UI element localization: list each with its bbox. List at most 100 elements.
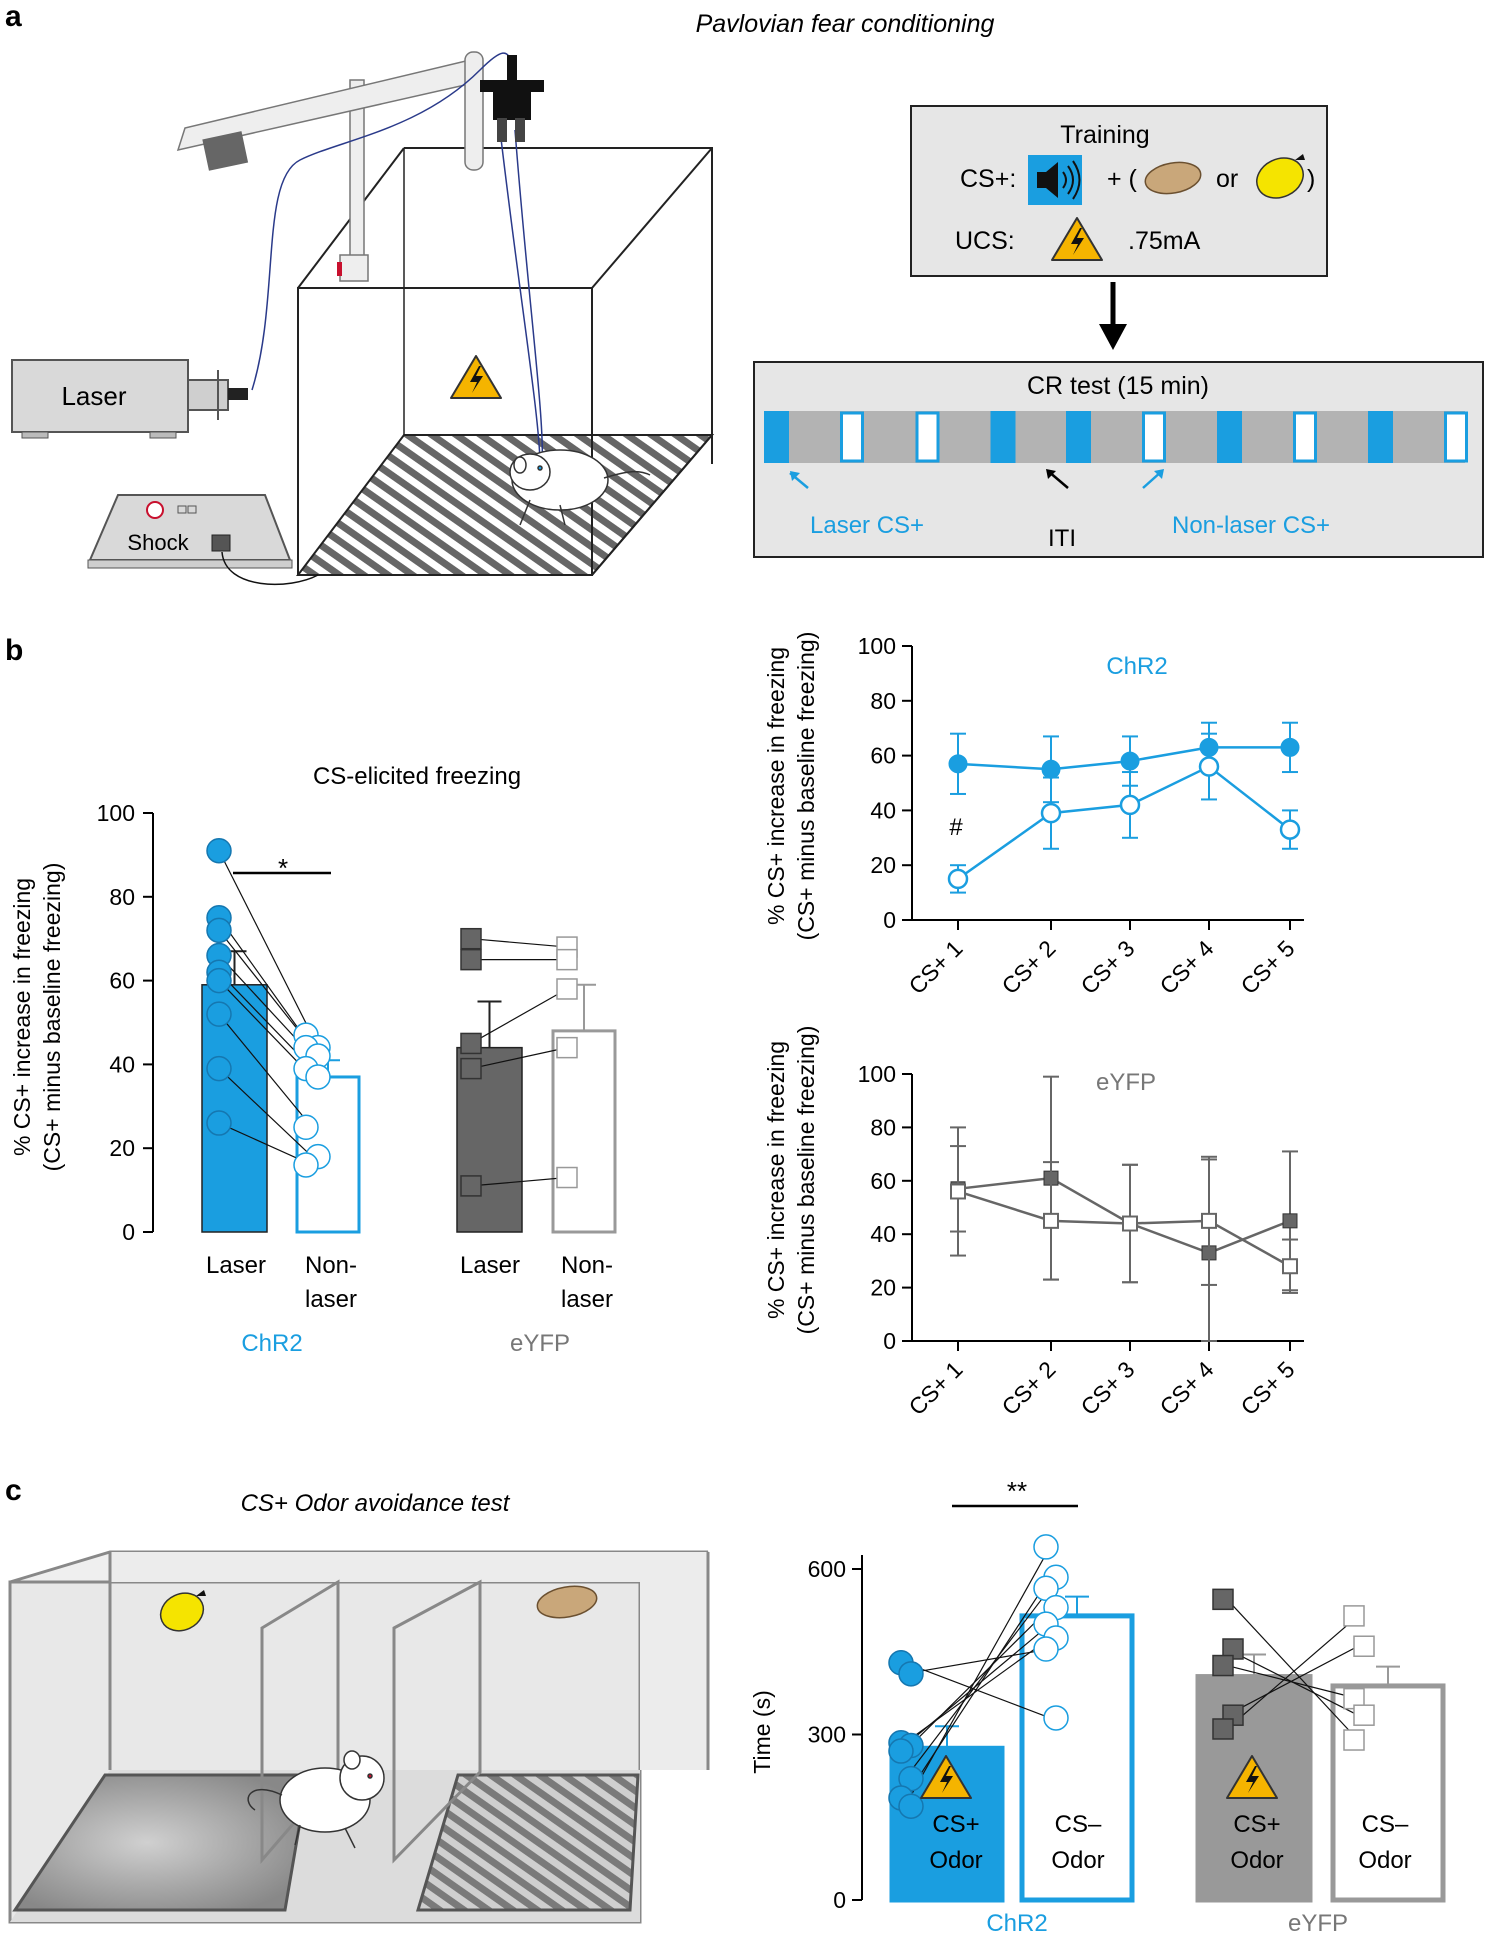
fear-conditioning-apparatus: Laser Shock (11, 51, 715, 586)
ucs-label: UCS: (955, 227, 1015, 255)
ucs-current: .75mA (1128, 227, 1201, 255)
data-point (898, 1661, 924, 1687)
bar-chart-title: CS-elicited freezing (313, 763, 521, 790)
data-point (1198, 756, 1220, 777)
laser-cs-block (990, 411, 1016, 463)
chr2-line-ylabel-2: (CS+ minus baseline freezing) (793, 632, 819, 941)
bar-chart-y-ticks: 0 20 40 60 80 100 (97, 800, 153, 1245)
pair-line (470, 1047, 568, 1070)
data-point (305, 1064, 331, 1090)
pair-line (904, 1576, 1051, 1799)
bar-chart-cat-chr2-non2: laser (305, 1286, 357, 1313)
y-tick-label: 600 (808, 1556, 846, 1582)
eyfp-csminus-label: CS– (1362, 1811, 1409, 1838)
eyfp-line-ylabel-2: (CS+ minus baseline freezing) (793, 1026, 819, 1335)
pair-line (904, 1648, 1051, 1675)
pair-line (470, 988, 568, 1044)
data-point (1119, 794, 1141, 816)
data-point (1043, 1212, 1059, 1229)
almond-odor-icon-c (536, 1585, 598, 1619)
pair-line (904, 1607, 1051, 1752)
data-point (556, 948, 578, 971)
pair-line (218, 1013, 313, 1128)
y-tick-label: 40 (870, 1221, 896, 1247)
pair-line (218, 1068, 313, 1158)
pair-line (904, 1546, 1051, 1807)
data-point (898, 1793, 924, 1819)
chr2-csminus-label: CS– (1055, 1811, 1102, 1838)
data-point (1212, 1718, 1234, 1740)
data-point (1282, 1258, 1298, 1275)
pair-line (1226, 1615, 1359, 1730)
data-point (460, 1057, 482, 1080)
data-point (206, 1001, 232, 1027)
data-point (460, 948, 482, 971)
data-point (1033, 1534, 1059, 1560)
data-point (1212, 1588, 1234, 1611)
cs-label: CS+: (960, 165, 1016, 193)
bar-chart-sig: * (278, 853, 288, 883)
cs-freezing-bar-chart: CS-elicited freezing % CS+ increase in f… (9, 763, 617, 1357)
nonlaser-cs-label: Non-laser CS+ (1172, 512, 1330, 539)
y-tick-label: 80 (870, 688, 896, 714)
panel-a-title: Pavlovian fear conditioning (696, 10, 995, 38)
shock-warning-icon (450, 355, 502, 399)
data-point (1201, 1212, 1217, 1229)
bar-chart-tick-label: 0 (122, 1219, 135, 1245)
grid-floor-right (415, 1773, 640, 1912)
nonlaser-cs-block (915, 411, 940, 463)
data-point (460, 927, 482, 950)
down-arrow-icon (1099, 324, 1127, 350)
x-tick-label: CS+ 4 (1154, 935, 1218, 999)
bar-eyfp-non-laser (551, 1029, 617, 1234)
shock-grid-floor (295, 434, 715, 576)
y-tick-label: 60 (870, 1168, 896, 1194)
training-plus: + ( (1107, 165, 1138, 193)
data-point (556, 978, 578, 1000)
bar-chart-plot (152, 813, 617, 1234)
data-point (206, 917, 232, 944)
cr-test-sequence (764, 411, 1468, 463)
bar-chart-tick-label: 40 (109, 1051, 135, 1077)
data-point (1033, 1636, 1059, 1662)
bar-chart-ylabel-1: % CS+ increase in freezing (9, 878, 35, 1156)
data-point (1040, 802, 1062, 824)
data-point (1353, 1635, 1375, 1657)
x-tick-label: CS+ 4 (1154, 1356, 1218, 1420)
bar-chart-cat-chr2-non1: Non- (305, 1252, 357, 1279)
y-tick-label: 100 (858, 1061, 896, 1087)
bar-chart-tick-label: 80 (109, 884, 135, 910)
data-point (1043, 1705, 1069, 1731)
data-point (206, 1110, 232, 1136)
bar-chart-group-eyfp: eYFP (510, 1330, 570, 1357)
pair-line (470, 938, 568, 948)
chr2-line-chart: % CS+ increase in freezing (CS+ minus ba… (763, 632, 1304, 999)
laser-label: Laser (61, 381, 126, 411)
bar-chart-tick-label: 100 (97, 800, 135, 826)
pair-line (218, 917, 313, 1048)
panel-b-letter: b (5, 634, 23, 667)
rat-illustration (509, 449, 651, 526)
data-point (1120, 751, 1140, 771)
data-point (556, 1166, 578, 1189)
y-tick-label: 0 (833, 1887, 846, 1913)
data-point (1353, 1704, 1375, 1726)
time-chart-sig: ** (1007, 1476, 1027, 1506)
shock-generator: Shock (87, 494, 319, 586)
bar-chr2-laser (201, 984, 268, 1233)
x-tick-label: CS+ 1 (903, 935, 967, 999)
cr-test-title: CR test (15 min) (1027, 372, 1209, 400)
time-chart-group-chr2: ChR2 (986, 1910, 1047, 1936)
data-point (1280, 737, 1300, 757)
training-or: or (1216, 165, 1238, 193)
laser-cs-block (1066, 411, 1091, 463)
rat-illustration-c (247, 1750, 385, 1849)
bar-chart-group-chr2: ChR2 (241, 1330, 302, 1357)
data-point (206, 837, 232, 864)
y-tick-label: 60 (870, 743, 896, 769)
data-point (948, 754, 968, 774)
bar-chart-cat-eyfp-non2: laser (561, 1286, 613, 1313)
laser-cs-label: Laser CS+ (810, 512, 924, 539)
eyfp-line-ylabel-1: % CS+ increase in freezing (763, 1041, 789, 1319)
